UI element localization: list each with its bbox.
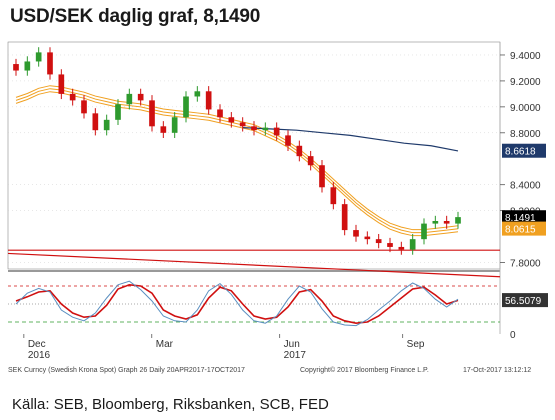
indicator-y-tick-label: 0 (510, 330, 516, 341)
candle-body (251, 126, 257, 131)
candle-body (262, 127, 269, 131)
candle-body (353, 230, 359, 237)
candle-body (432, 221, 439, 224)
bloomberg-caption-left: SEK Curncy (Swedish Krona Spot) Graph 26… (8, 367, 245, 374)
chart-area: 9.40009.20009.00008.80008.40008.20007.80… (0, 34, 555, 384)
candle-body (273, 127, 280, 136)
candle-body (319, 165, 325, 188)
candle-body (205, 91, 212, 110)
candle-body (92, 113, 99, 131)
rsi-signal-line (15, 280, 459, 327)
candle-body (341, 204, 348, 231)
candle-body (58, 74, 65, 94)
price-label: 8.0615 (505, 225, 536, 236)
candle-body (149, 100, 155, 127)
bloomberg-caption-center: Copyright© 2017 Bloomberg Finance L.P. (300, 366, 429, 374)
page-title: USD/SEK daglig graf, 8,1490 (10, 6, 261, 27)
x-tick-year-label: 2017 (284, 350, 307, 361)
price-label: 8.1491 (505, 213, 536, 224)
candle-body (81, 100, 87, 114)
candle-body (364, 236, 371, 240)
candle-body (296, 145, 303, 157)
y-tick-label: 9.4000 (510, 51, 541, 62)
candle-body (47, 52, 53, 75)
candle-body (115, 104, 121, 120)
candle-body (35, 52, 42, 62)
candle-body (387, 243, 393, 247)
indicator-label-box (502, 293, 548, 308)
rsi-line (15, 283, 459, 325)
moving-average-band (15, 91, 459, 237)
indicator-value-label: 56.5079 (505, 296, 542, 307)
candle-body (160, 126, 167, 133)
candle-body (13, 64, 19, 71)
x-tick-label: Mar (156, 339, 174, 350)
candle-body (183, 96, 189, 118)
candle-body (217, 109, 223, 118)
candle-body (228, 117, 235, 123)
candle-body (194, 91, 201, 97)
candle-body (171, 117, 178, 133)
price-label-box (502, 143, 546, 158)
candle-body (69, 93, 76, 101)
candle-body (443, 221, 450, 224)
x-tick-label: Jun (284, 339, 300, 350)
chart-svg: 9.40009.20009.00008.80008.40008.20007.80… (7, 41, 548, 374)
candle-body (421, 223, 427, 240)
x-tick-label: Dec (28, 339, 46, 350)
x-tick-label: Sep (407, 339, 425, 350)
candle-body (398, 246, 405, 250)
moving-average-band (15, 85, 459, 231)
y-tick-label: 7.8000 (510, 259, 541, 270)
x-tick-year-label: 2016 (28, 350, 51, 361)
trend-line (7, 252, 501, 278)
candle-body (126, 93, 133, 105)
y-tick-label: 9.0000 (510, 103, 541, 114)
candle-body (409, 239, 416, 250)
price-label-box (502, 210, 546, 225)
candle-body (239, 122, 246, 127)
candle-body (24, 61, 31, 71)
y-tick-label: 9.2000 (510, 77, 541, 88)
y-tick-label: 8.8000 (510, 129, 541, 140)
y-tick-label: 8.4000 (510, 181, 541, 192)
candle-body (455, 217, 461, 224)
candle-body (137, 93, 144, 101)
price-label: 8.6618 (505, 147, 536, 158)
candle-body (375, 239, 382, 244)
candle-body (285, 135, 291, 146)
candle-body (330, 187, 337, 205)
price-panel-frame (7, 41, 501, 270)
bloomberg-caption-right: 17-Oct-2017 13:12:12 (463, 367, 531, 374)
source-footnote: Källa: SEB, Bloomberg, Riksbanken, SCB, … (12, 396, 329, 413)
moving-average-band (15, 88, 459, 234)
candle-body (103, 119, 110, 131)
price-label-box (502, 221, 546, 236)
candle-body (307, 156, 314, 166)
